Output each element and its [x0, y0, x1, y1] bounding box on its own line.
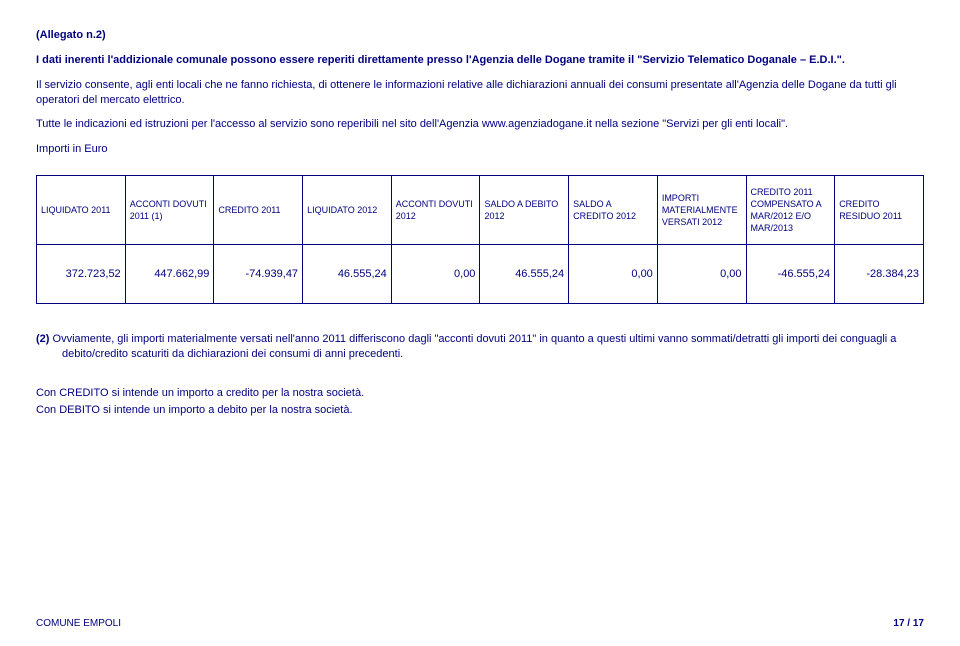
- col-header: SALDO A DEBITO 2012: [480, 176, 569, 245]
- cell: 0,00: [657, 245, 746, 304]
- col-header: LIQUIDATO 2011: [37, 176, 126, 245]
- table-row: 372.723,52 447.662,99 -74.939,47 46.555,…: [37, 245, 924, 304]
- cell: -28.384,23: [835, 245, 924, 304]
- note-2-text: Ovviamente, gli importi materialmente ve…: [49, 333, 896, 360]
- intro-p3: Tutte le indicazioni ed istruzioni per l…: [36, 117, 924, 132]
- cell: -46.555,24: [746, 245, 835, 304]
- footer: COMUNE EMPOLI 17 / 17: [36, 617, 924, 631]
- col-header: SALDO A CREDITO 2012: [569, 176, 658, 245]
- intro-p2: Il servizio consente, agli enti locali c…: [36, 78, 924, 108]
- col-header: CREDITO 2011 COMPENSATO A MAR/2012 E/O M…: [746, 176, 835, 245]
- note-credito: Con CREDITO si intende un importo a cred…: [36, 386, 924, 401]
- note-block: (2) Ovviamente, gli importi materialment…: [36, 332, 924, 362]
- note-2: (2) Ovviamente, gli importi materialment…: [36, 332, 924, 362]
- cell: 46.555,24: [303, 245, 392, 304]
- note-debito: Con DEBITO si intende un importo a debit…: [36, 403, 924, 418]
- cell: 0,00: [569, 245, 658, 304]
- note-2-label: (2): [36, 333, 49, 345]
- col-header: CREDITO 2011: [214, 176, 303, 245]
- col-header: ACCONTI DOVUTI 2012: [391, 176, 480, 245]
- col-header: CREDITO RESIDUO 2011: [835, 176, 924, 245]
- table-header-row: LIQUIDATO 2011 ACCONTI DOVUTI 2011 (1) C…: [37, 176, 924, 245]
- cell: 372.723,52: [37, 245, 126, 304]
- intro-p1: I dati inerenti l'addizionale comunale p…: [36, 53, 924, 68]
- allegato-label: (Allegato n.2): [36, 28, 924, 43]
- col-header: ACCONTI DOVUTI 2011 (1): [125, 176, 214, 245]
- cell: -74.939,47: [214, 245, 303, 304]
- cell: 447.662,99: [125, 245, 214, 304]
- data-table: LIQUIDATO 2011 ACCONTI DOVUTI 2011 (1) C…: [36, 175, 924, 304]
- footer-left: COMUNE EMPOLI: [36, 618, 121, 629]
- cell: 0,00: [391, 245, 480, 304]
- intro-p4: Importi in Euro: [36, 142, 924, 157]
- col-header: IMPORTI MATERIALMENTE VERSATI 2012: [657, 176, 746, 245]
- footer-page: 17 / 17: [893, 617, 924, 631]
- cell: 46.555,24: [480, 245, 569, 304]
- col-header: LIQUIDATO 2012: [303, 176, 392, 245]
